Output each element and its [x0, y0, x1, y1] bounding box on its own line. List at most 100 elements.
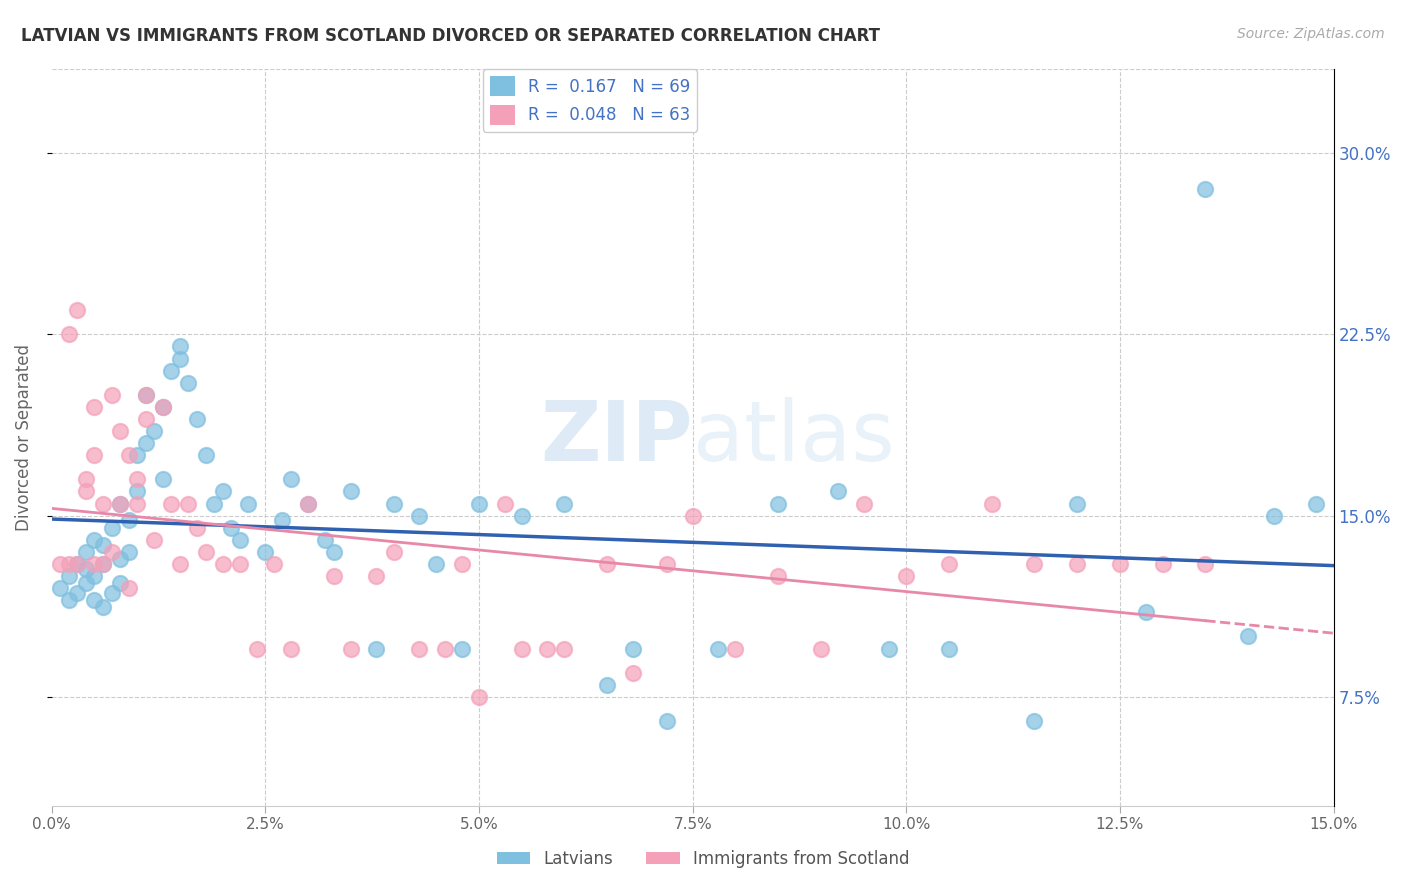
Point — [108, 552, 131, 566]
Point — [160, 363, 183, 377]
Point — [91, 538, 114, 552]
Point — [494, 496, 516, 510]
Point — [202, 496, 225, 510]
Point — [91, 557, 114, 571]
Point — [177, 496, 200, 510]
Point — [340, 484, 363, 499]
Point — [75, 545, 97, 559]
Point — [382, 545, 405, 559]
Point — [510, 641, 533, 656]
Point — [1024, 714, 1046, 728]
Point — [100, 586, 122, 600]
Point — [655, 557, 678, 571]
Point — [1152, 557, 1174, 571]
Point — [280, 472, 302, 486]
Legend: Latvians, Immigrants from Scotland: Latvians, Immigrants from Scotland — [489, 844, 917, 875]
Point — [682, 508, 704, 523]
Point — [135, 388, 157, 402]
Point — [83, 400, 105, 414]
Point — [314, 533, 336, 547]
Point — [852, 496, 875, 510]
Point — [827, 484, 849, 499]
Point — [1109, 557, 1132, 571]
Point — [451, 557, 474, 571]
Text: atlas: atlas — [693, 397, 894, 477]
Point — [280, 641, 302, 656]
Point — [1135, 605, 1157, 619]
Point — [152, 400, 174, 414]
Point — [143, 533, 166, 547]
Point — [127, 496, 149, 510]
Point — [66, 303, 89, 318]
Point — [254, 545, 277, 559]
Point — [186, 521, 208, 535]
Point — [297, 496, 319, 510]
Point — [75, 562, 97, 576]
Point — [766, 496, 789, 510]
Point — [127, 448, 149, 462]
Text: Source: ZipAtlas.com: Source: ZipAtlas.com — [1237, 27, 1385, 41]
Point — [83, 533, 105, 547]
Point — [451, 641, 474, 656]
Point — [1305, 496, 1327, 510]
Point — [938, 557, 960, 571]
Point — [49, 581, 72, 595]
Point — [58, 557, 80, 571]
Point — [75, 484, 97, 499]
Text: LATVIAN VS IMMIGRANTS FROM SCOTLAND DIVORCED OR SEPARATED CORRELATION CHART: LATVIAN VS IMMIGRANTS FROM SCOTLAND DIVO… — [21, 27, 880, 45]
Point — [219, 521, 242, 535]
Point — [108, 496, 131, 510]
Point — [877, 641, 900, 656]
Point — [66, 557, 89, 571]
Point — [91, 600, 114, 615]
Point — [621, 641, 644, 656]
Point — [194, 545, 217, 559]
Point — [322, 545, 344, 559]
Point — [127, 472, 149, 486]
Point — [177, 376, 200, 390]
Point — [810, 641, 832, 656]
Point — [366, 641, 388, 656]
Point — [229, 557, 252, 571]
Point — [1194, 557, 1216, 571]
Point — [229, 533, 252, 547]
Point — [91, 557, 114, 571]
Point — [127, 484, 149, 499]
Point — [1066, 557, 1088, 571]
Point — [1194, 182, 1216, 196]
Point — [66, 586, 89, 600]
Point — [169, 339, 191, 353]
Point — [322, 569, 344, 583]
Point — [75, 576, 97, 591]
Point — [263, 557, 285, 571]
Point — [271, 513, 294, 527]
Point — [58, 569, 80, 583]
Point — [143, 424, 166, 438]
Point — [186, 412, 208, 426]
Point — [135, 436, 157, 450]
Point — [169, 351, 191, 366]
Point — [49, 557, 72, 571]
Point — [118, 545, 141, 559]
Point — [1024, 557, 1046, 571]
Text: ZIP: ZIP — [540, 397, 693, 477]
Point — [83, 569, 105, 583]
Point — [1263, 508, 1285, 523]
Point — [152, 400, 174, 414]
Point — [553, 641, 575, 656]
Point — [655, 714, 678, 728]
Point — [118, 448, 141, 462]
Point — [135, 412, 157, 426]
Point — [100, 521, 122, 535]
Point — [596, 678, 619, 692]
Point — [135, 388, 157, 402]
Point — [408, 508, 430, 523]
Point — [118, 513, 141, 527]
Point — [468, 496, 491, 510]
Point — [596, 557, 619, 571]
Point — [100, 545, 122, 559]
Point — [152, 472, 174, 486]
Point — [83, 557, 105, 571]
Point — [66, 557, 89, 571]
Point — [536, 641, 558, 656]
